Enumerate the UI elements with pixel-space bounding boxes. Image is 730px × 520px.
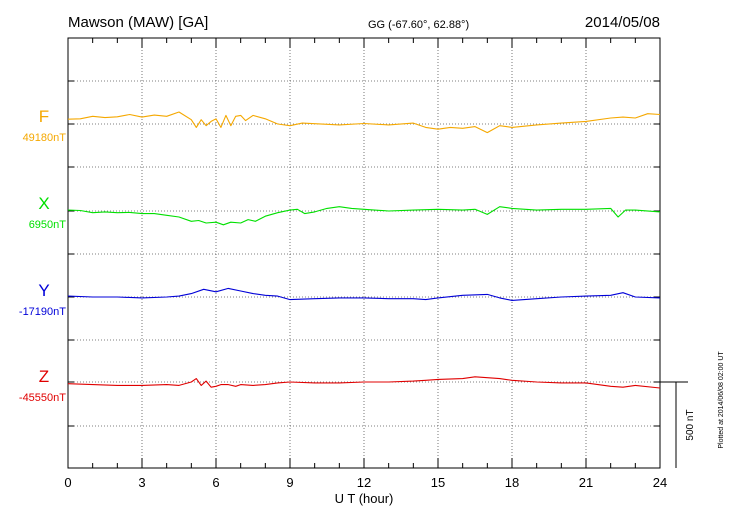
station-coordinates: GG (-67.60°, 62.88°)	[368, 19, 469, 31]
component-label-z: Z	[39, 367, 49, 386]
x-tick-label: 18	[505, 475, 519, 490]
x-tick-label: 9	[286, 475, 293, 490]
series-line-z	[67, 376, 661, 389]
series-line-y	[67, 287, 661, 301]
plot-frame	[67, 37, 661, 469]
scale-bar-label: 500 nT	[685, 409, 696, 440]
baseline-label-f: 49180nT	[23, 132, 67, 144]
x-tick-label: 15	[431, 475, 445, 490]
x-tick-label: 0	[64, 475, 71, 490]
axis-ticks: 0 3 6 9 12 15 18 21 24	[64, 38, 667, 490]
grid	[68, 38, 660, 468]
component-labels: F 49180nT X 6950nT Y -17190nT Z -45550nT	[19, 107, 66, 404]
component-label-y: Y	[38, 281, 49, 300]
x-tick-label: 12	[357, 475, 371, 490]
station-title: Mawson (MAW) [GA]	[68, 14, 208, 31]
baseline-label-x: 6950nT	[29, 219, 67, 231]
x-axis-label: U T (hour)	[335, 491, 394, 506]
series-line-f	[67, 111, 661, 134]
x-tick-label: 6	[212, 475, 219, 490]
x-tick-label: 3	[138, 475, 145, 490]
component-label-f: F	[39, 107, 49, 126]
baseline-label-z: -45550nT	[19, 392, 66, 404]
x-tick-label: 21	[579, 475, 593, 490]
plotted-timestamp: Plotted at 2014/06/08 02:00 UT	[718, 351, 725, 449]
component-label-x: X	[38, 194, 49, 213]
series-lines	[67, 111, 661, 389]
baseline-label-y: -17190nT	[19, 306, 66, 318]
chart-date: 2014/05/08	[585, 14, 660, 31]
x-tick-label: 24	[653, 475, 667, 490]
series-line-x	[67, 206, 661, 226]
